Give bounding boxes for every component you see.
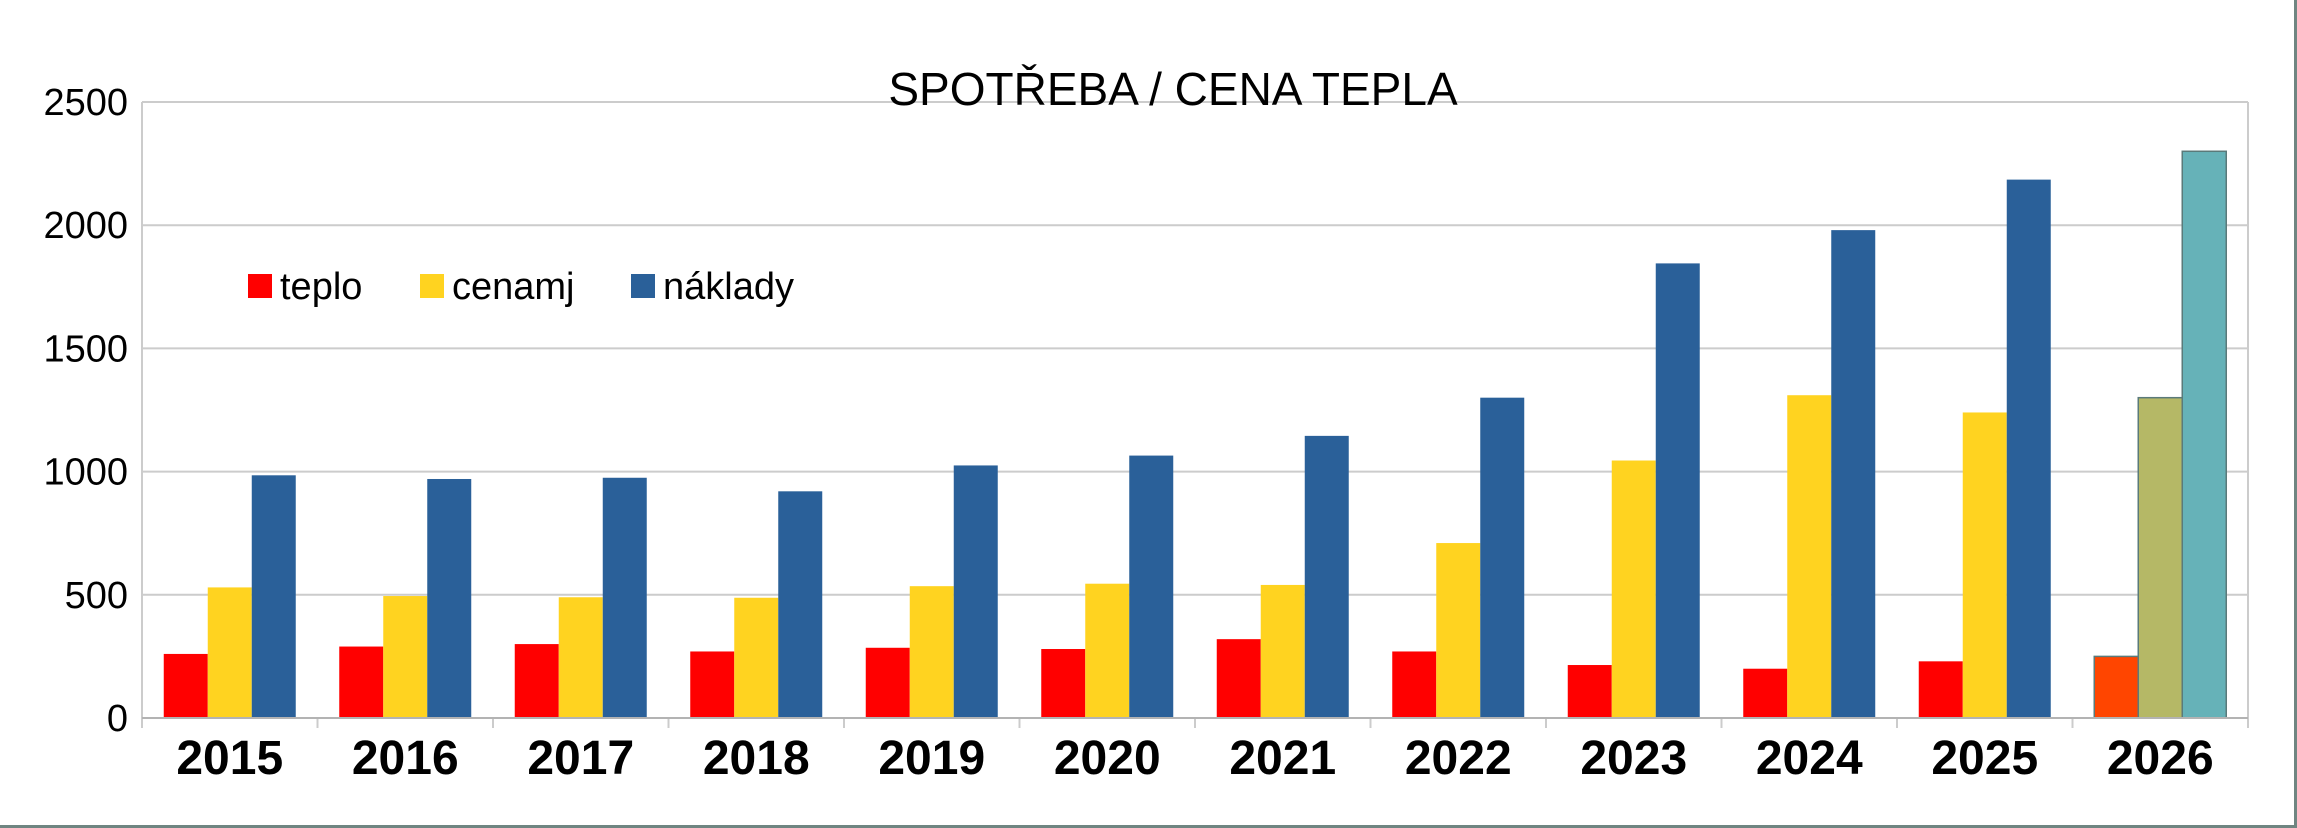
x-tick-label: 2020 [1054,732,1161,785]
legend: teplo cenamj náklady [248,266,794,308]
bar-teplo-2026 [2093,655,2139,719]
bar-teplo-2020 [1041,649,1086,718]
x-tick-label: 2018 [703,732,810,785]
bar-cenamj-2015 [207,587,252,718]
bar-teplo-2016 [339,646,384,718]
x-tick-label: 2021 [1229,732,1336,785]
x-tick-label: 2026 [2107,732,2214,785]
y-tick-label: 1000 [43,452,128,494]
bar-náklady-2019 [953,465,998,718]
y-tick-label: 2500 [43,82,128,124]
bar-cenamj-2026 [2137,396,2183,719]
x-tick-label: 2023 [1580,732,1687,785]
legend-swatch-náklady [631,274,655,298]
bar-náklady-2023 [1655,263,1700,718]
bar-cenamj-2017 [558,597,603,718]
bar-náklady-2026 [2181,150,2227,719]
y-tick-label: 1500 [43,328,128,370]
bar-náklady-2017 [602,477,647,718]
bar-teplo-2021 [1216,639,1261,718]
bar-cenamj-2018 [734,597,779,718]
legend-label-náklady: náklady [663,266,794,308]
y-tick-label: 0 [107,698,128,740]
x-tick-label: 2024 [1756,732,1863,785]
x-tick-label: 2025 [1931,732,2038,785]
chart-title: SPOTŘEBA / CENA TEPLA [888,63,1458,115]
bar-náklady-2018 [778,491,823,718]
bar-cenamj-2024 [1787,395,1832,718]
bar-náklady-2022 [1480,397,1525,718]
bar-cenamj-2019 [909,586,954,718]
bars [163,150,2227,719]
bar-náklady-2016 [427,478,472,718]
bar-cenamj-2016 [383,596,428,718]
legend-swatch-teplo [248,274,272,298]
legend-swatch-cenamj [420,274,444,298]
x-tick-label: 2016 [352,732,459,785]
bar-teplo-2015 [163,653,208,718]
bar-teplo-2024 [1743,668,1788,718]
x-tick-label: 2019 [878,732,985,785]
legend-label-teplo: teplo [280,266,362,308]
legend-label-cenamj: cenamj [452,266,575,308]
bar-teplo-2017 [514,644,559,718]
bar-teplo-2019 [865,647,910,718]
bar-náklady-2015 [251,475,296,718]
bar-náklady-2020 [1129,455,1174,718]
axes: 0 500 1000 1500 2000 2500 2015 2016 2017 2018 2019… [43,82,2249,785]
x-tick-label: 2015 [176,732,283,785]
y-tick-label: 2000 [43,205,128,247]
bar-cenamj-2025 [1962,412,2007,718]
bar-teplo-2018 [690,651,735,718]
bar-cenamj-2020 [1085,583,1130,718]
x-tick-label: 2017 [527,732,634,785]
bar-náklady-2021 [1304,435,1349,718]
bar-cenamj-2022 [1436,543,1481,718]
y-tick-label: 500 [65,575,128,617]
bar-náklady-2024 [1831,230,1876,719]
bar-teplo-2023 [1567,665,1612,718]
bar-teplo-2022 [1392,651,1437,718]
bar-cenamj-2021 [1260,584,1305,718]
bar-teplo-2025 [1918,661,1963,718]
bar-cenamj-2023 [1611,460,1656,718]
bar-náklady-2025 [2006,179,2051,719]
x-tick-label: 2022 [1405,732,1512,785]
